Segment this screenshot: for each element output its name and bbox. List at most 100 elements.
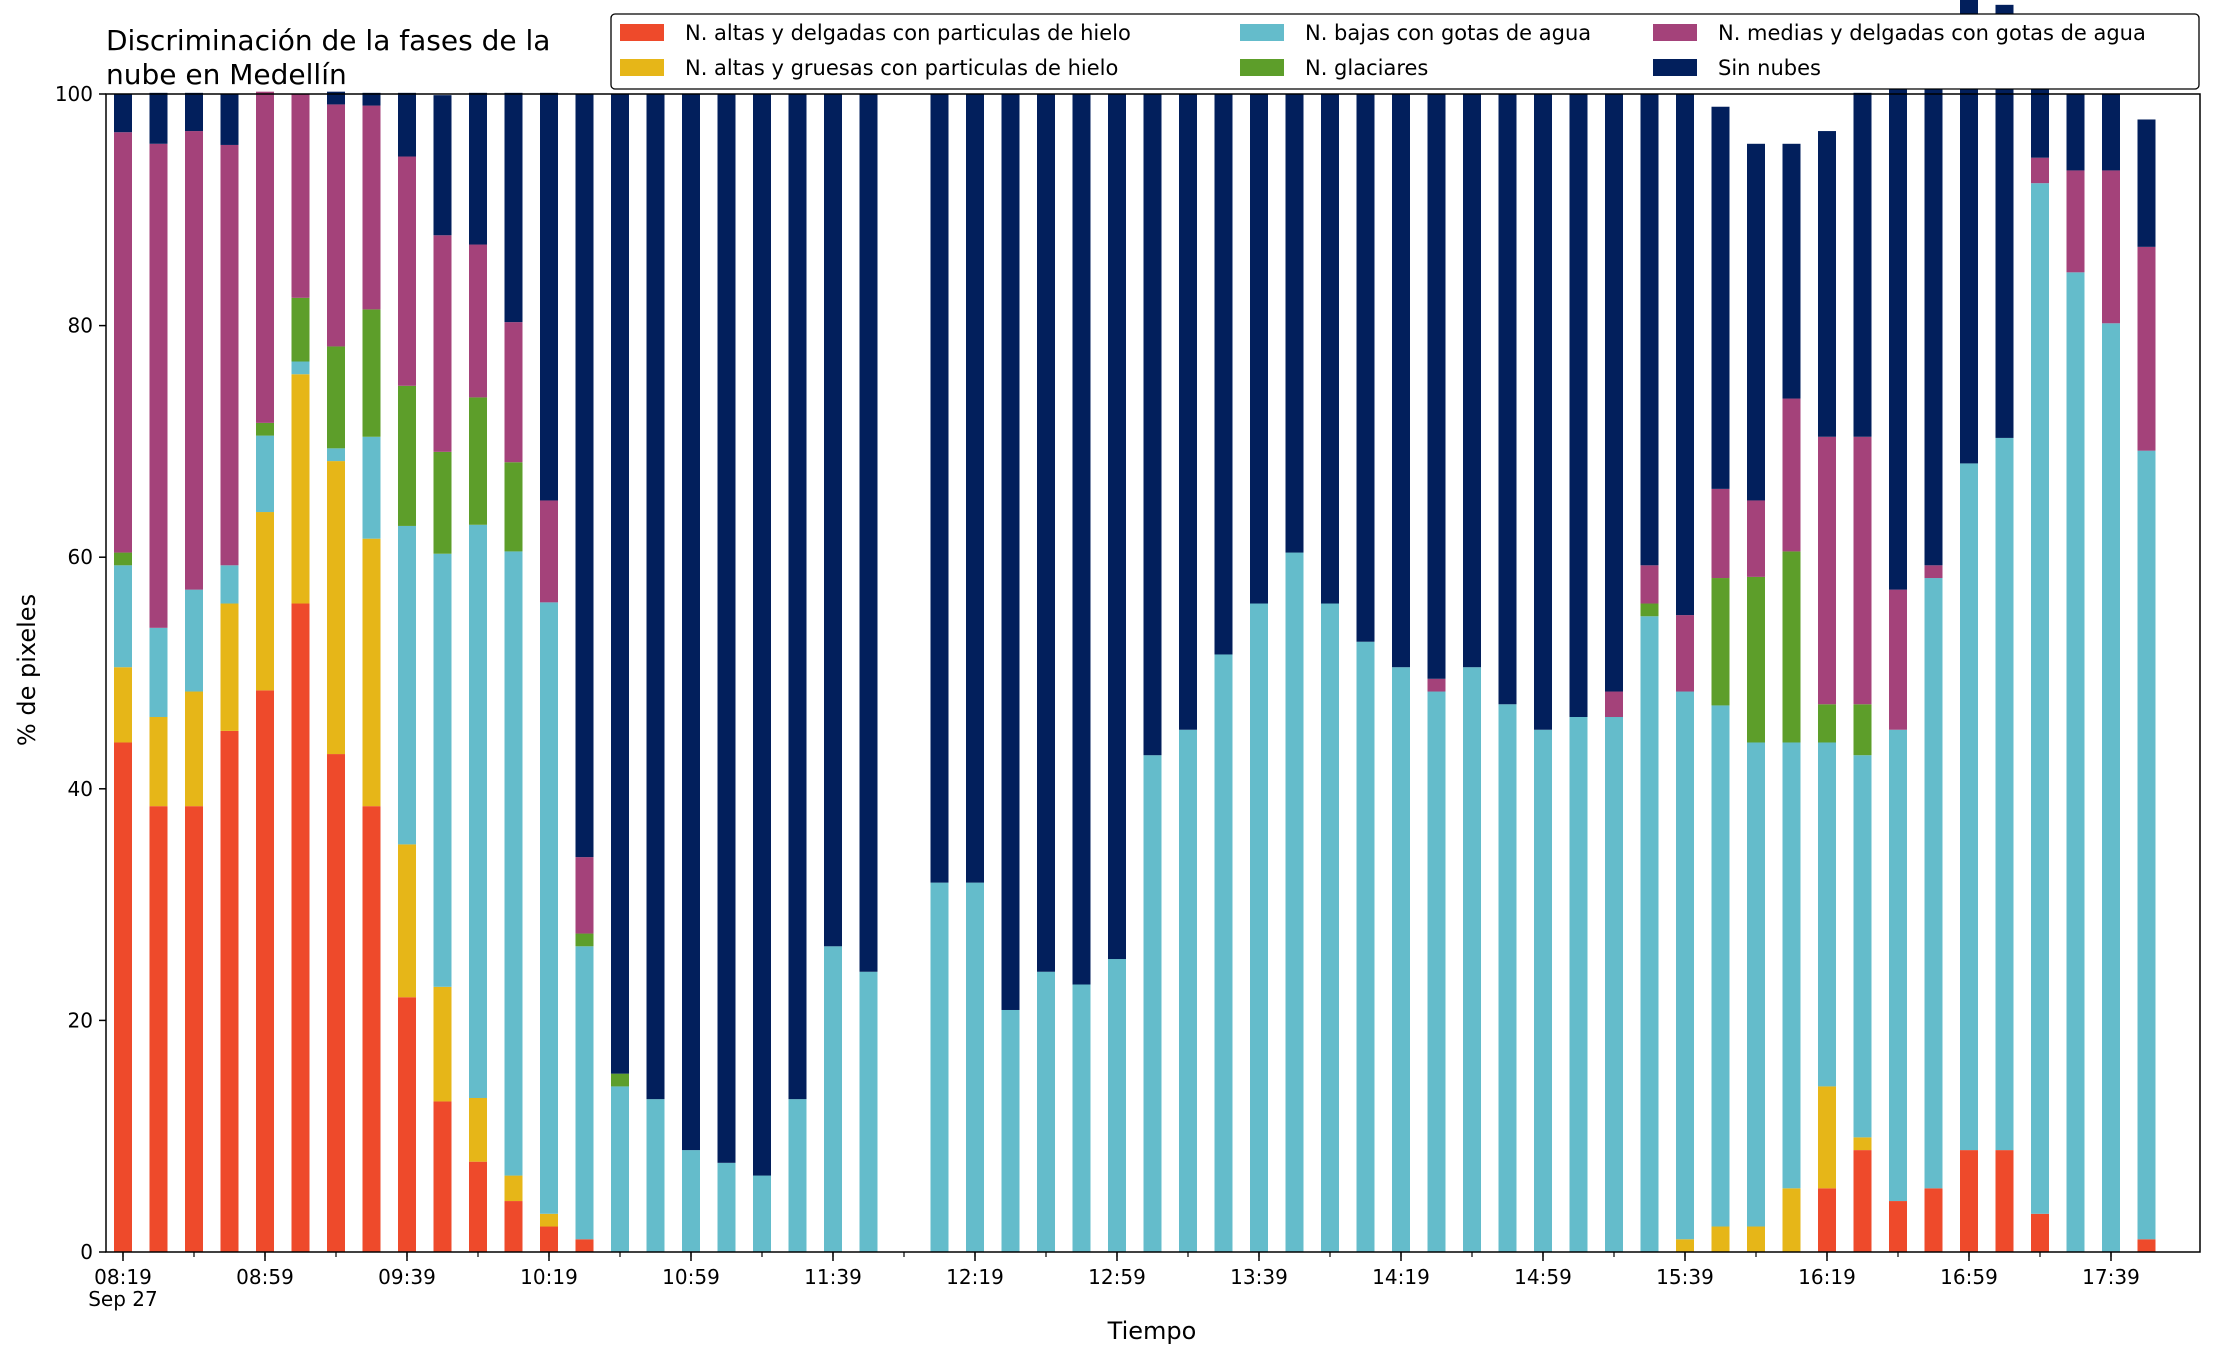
bar-segment-s5-i47 bbox=[1782, 143, 1801, 399]
bar-segment-s5-i45 bbox=[1711, 106, 1730, 489]
bar-segment-s5-i44 bbox=[1676, 94, 1694, 616]
legend-label-4: N. medias y delgadas con gotas de agua bbox=[1718, 21, 2146, 45]
legend-swatch-3 bbox=[1240, 59, 1284, 76]
bar-segment-s2-i19 bbox=[788, 1099, 807, 1252]
bar-segment-s3-i9 bbox=[433, 451, 452, 554]
x-tick-label: 16:59 bbox=[1940, 1265, 1998, 1289]
bar-segment-s4-i0 bbox=[114, 132, 132, 553]
bar-segment-s2-i21 bbox=[859, 971, 878, 1252]
bar-segment-s5-i29 bbox=[1143, 94, 1162, 756]
bar-segment-s2-i35 bbox=[1356, 641, 1375, 1252]
bar-segment-s3-i10 bbox=[469, 397, 487, 525]
bar-segment-s4-i5 bbox=[291, 94, 310, 298]
bar-segment-s0-i50 bbox=[1889, 1201, 1907, 1252]
bar-segment-s1-i44 bbox=[1676, 1239, 1694, 1252]
x-tick-label: 08:19 bbox=[94, 1265, 152, 1289]
bar-segment-s5-i31 bbox=[1214, 94, 1233, 655]
bar-segment-s2-i10 bbox=[469, 524, 487, 1098]
bar-segment-s4-i12 bbox=[540, 500, 558, 603]
bar-segment-s2-i31 bbox=[1214, 654, 1233, 1252]
x-tick-label: 17:39 bbox=[2082, 1265, 2140, 1289]
bar-segment-s0-i57 bbox=[2137, 1239, 2156, 1252]
bar-segment-s2-i45 bbox=[1711, 705, 1730, 1227]
bar-segment-s3-i43 bbox=[1640, 603, 1659, 617]
bar-segment-s2-i8 bbox=[398, 525, 416, 845]
bar-segment-s4-i51 bbox=[1924, 565, 1943, 579]
bar-segment-s1-i4 bbox=[256, 512, 274, 691]
bar-segment-s5-i21 bbox=[859, 94, 878, 972]
bar-segment-s5-i8 bbox=[398, 92, 416, 157]
bar-segment-s4-i49 bbox=[1853, 436, 1872, 705]
bar-segment-s0-i8 bbox=[398, 997, 416, 1252]
chart-title-line-1: Discriminación de la fases de la bbox=[106, 24, 550, 57]
bar-segment-s3-i7 bbox=[362, 309, 381, 437]
legend-swatch-0 bbox=[620, 24, 664, 41]
bar-segment-s5-i55 bbox=[2066, 94, 2085, 171]
bar-segment-s5-i35 bbox=[1356, 94, 1375, 642]
y-axis-label: % de pixeles bbox=[13, 594, 41, 746]
legend-swatch-5 bbox=[1653, 59, 1697, 76]
bar-segment-s1-i6 bbox=[327, 461, 345, 755]
bar-segment-s1-i9 bbox=[433, 986, 452, 1102]
plot-frame bbox=[105, 93, 2201, 1253]
bar-segment-s2-i7 bbox=[362, 436, 381, 539]
bar-segment-s5-i46 bbox=[1747, 143, 1765, 501]
bar-segment-s3-i14 bbox=[611, 1073, 629, 1087]
bar-segment-s4-i46 bbox=[1747, 500, 1765, 577]
bar-segment-s1-i48 bbox=[1818, 1086, 1836, 1189]
bar-segment-s5-i15 bbox=[646, 94, 665, 1100]
bar-segment-s2-i51 bbox=[1924, 578, 1943, 1189]
x-axis-label: Tiempo bbox=[1107, 1317, 1197, 1345]
bar-segment-s5-i27 bbox=[1072, 94, 1091, 985]
bar-segment-s2-i1 bbox=[149, 627, 168, 718]
bar-segment-s2-i24 bbox=[966, 882, 984, 1252]
bar-segment-s5-i40 bbox=[1534, 94, 1552, 730]
bar-segment-s4-i2 bbox=[185, 131, 203, 590]
bar-segment-s5-i24 bbox=[966, 94, 984, 883]
bar-segment-s4-i37 bbox=[1427, 678, 1446, 692]
axes-layer: 0 20 40 60 80 100 08:19 08:59 09:39 10:19 10:59 11:… bbox=[55, 82, 2201, 1311]
x-tick-label: 15:39 bbox=[1656, 1265, 1714, 1289]
bar-segment-s3-i5 bbox=[291, 297, 310, 362]
y-tick-label: 80 bbox=[68, 314, 93, 338]
bar-segment-s5-i48 bbox=[1818, 131, 1836, 437]
bar-segment-s5-i49 bbox=[1853, 92, 1872, 437]
bar-segment-s4-i48 bbox=[1818, 436, 1836, 705]
y-tick-label: 60 bbox=[68, 545, 93, 569]
bar-segment-s5-i51 bbox=[1924, 30, 1943, 566]
bar-segment-s3-i13 bbox=[575, 933, 594, 947]
bar-segment-s5-i42 bbox=[1605, 94, 1623, 692]
bar-segment-s5-i43 bbox=[1640, 94, 1659, 566]
bar-segment-s2-i48 bbox=[1818, 742, 1836, 1087]
bar-segment-s2-i13 bbox=[575, 946, 594, 1240]
bar-segment-s3-i48 bbox=[1818, 704, 1836, 743]
bar-segment-s0-i2 bbox=[185, 806, 203, 1252]
x-tick-label: 12:59 bbox=[1088, 1265, 1146, 1289]
bar-segment-s2-i44 bbox=[1676, 691, 1694, 1240]
bar-segment-s2-i18 bbox=[753, 1175, 771, 1252]
bar-segment-s4-i11 bbox=[504, 322, 523, 463]
bar-segment-s2-i4 bbox=[256, 435, 274, 513]
bar-segment-s5-i18 bbox=[753, 94, 771, 1176]
bar-segment-s2-i29 bbox=[1143, 755, 1162, 1252]
bar-segment-s2-i50 bbox=[1889, 729, 1907, 1202]
x-tick-label: 11:39 bbox=[804, 1265, 862, 1289]
bar-segment-s5-i53 bbox=[1995, 4, 2014, 438]
bar-segment-s0-i11 bbox=[504, 1201, 523, 1252]
x-tick-label: 14:59 bbox=[1514, 1265, 1572, 1289]
bar-segment-s0-i51 bbox=[1924, 1188, 1943, 1252]
bar-segment-s5-i33 bbox=[1285, 94, 1304, 553]
bar-segment-s5-i1 bbox=[149, 92, 168, 144]
legend-frame bbox=[610, 13, 2200, 90]
bar-segment-s5-i11 bbox=[504, 92, 523, 323]
bar-segment-s5-i17 bbox=[717, 94, 736, 1163]
bar-segment-s0-i53 bbox=[1995, 1150, 2014, 1252]
bar-segment-s0-i54 bbox=[2031, 1213, 2049, 1252]
bar-segment-s5-i52 bbox=[1960, 0, 1978, 464]
bar-segment-s5-i38 bbox=[1463, 94, 1481, 668]
bar-segment-s2-i26 bbox=[1037, 971, 1055, 1252]
bar-segment-s0-i7 bbox=[362, 806, 381, 1252]
legend-swatch-2 bbox=[1240, 24, 1284, 41]
bar-segment-s2-i52 bbox=[1960, 463, 1978, 1151]
